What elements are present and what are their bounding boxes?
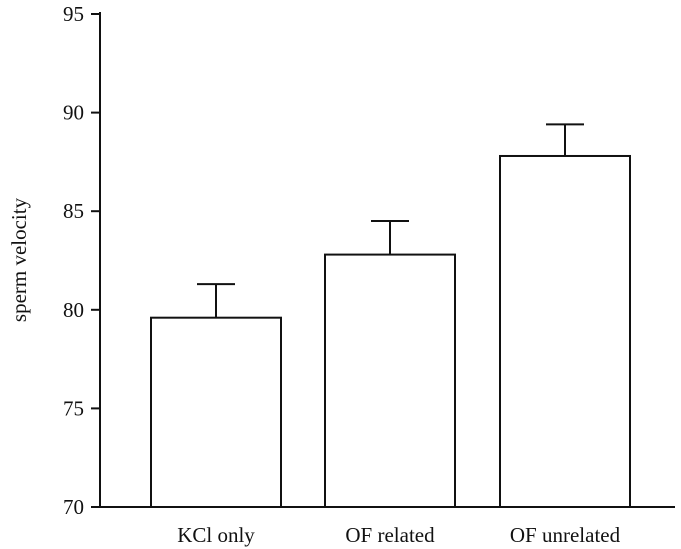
bar-2 — [324, 253, 456, 508]
x-tick-label-3: OF unrelated — [510, 523, 621, 547]
bar-1 — [150, 316, 282, 508]
x-tick-label-2: OF related — [345, 523, 435, 547]
bar-3 — [499, 154, 631, 508]
y-tick-label-80: 80 — [63, 298, 84, 322]
y-tick-label-90: 90 — [63, 101, 84, 125]
y-axis-title: sperm velocity — [7, 197, 31, 322]
y-tick-label-85: 85 — [63, 199, 84, 223]
y-tick-label-95: 95 — [63, 2, 84, 26]
plot-area: KCl only OF related OF unrelated 70 75 80 85 90… — [63, 2, 675, 547]
y-tick-label-70: 70 — [63, 495, 84, 519]
x-tick-label-1: KCl only — [177, 523, 255, 547]
y-tick-label-75: 75 — [63, 396, 84, 420]
